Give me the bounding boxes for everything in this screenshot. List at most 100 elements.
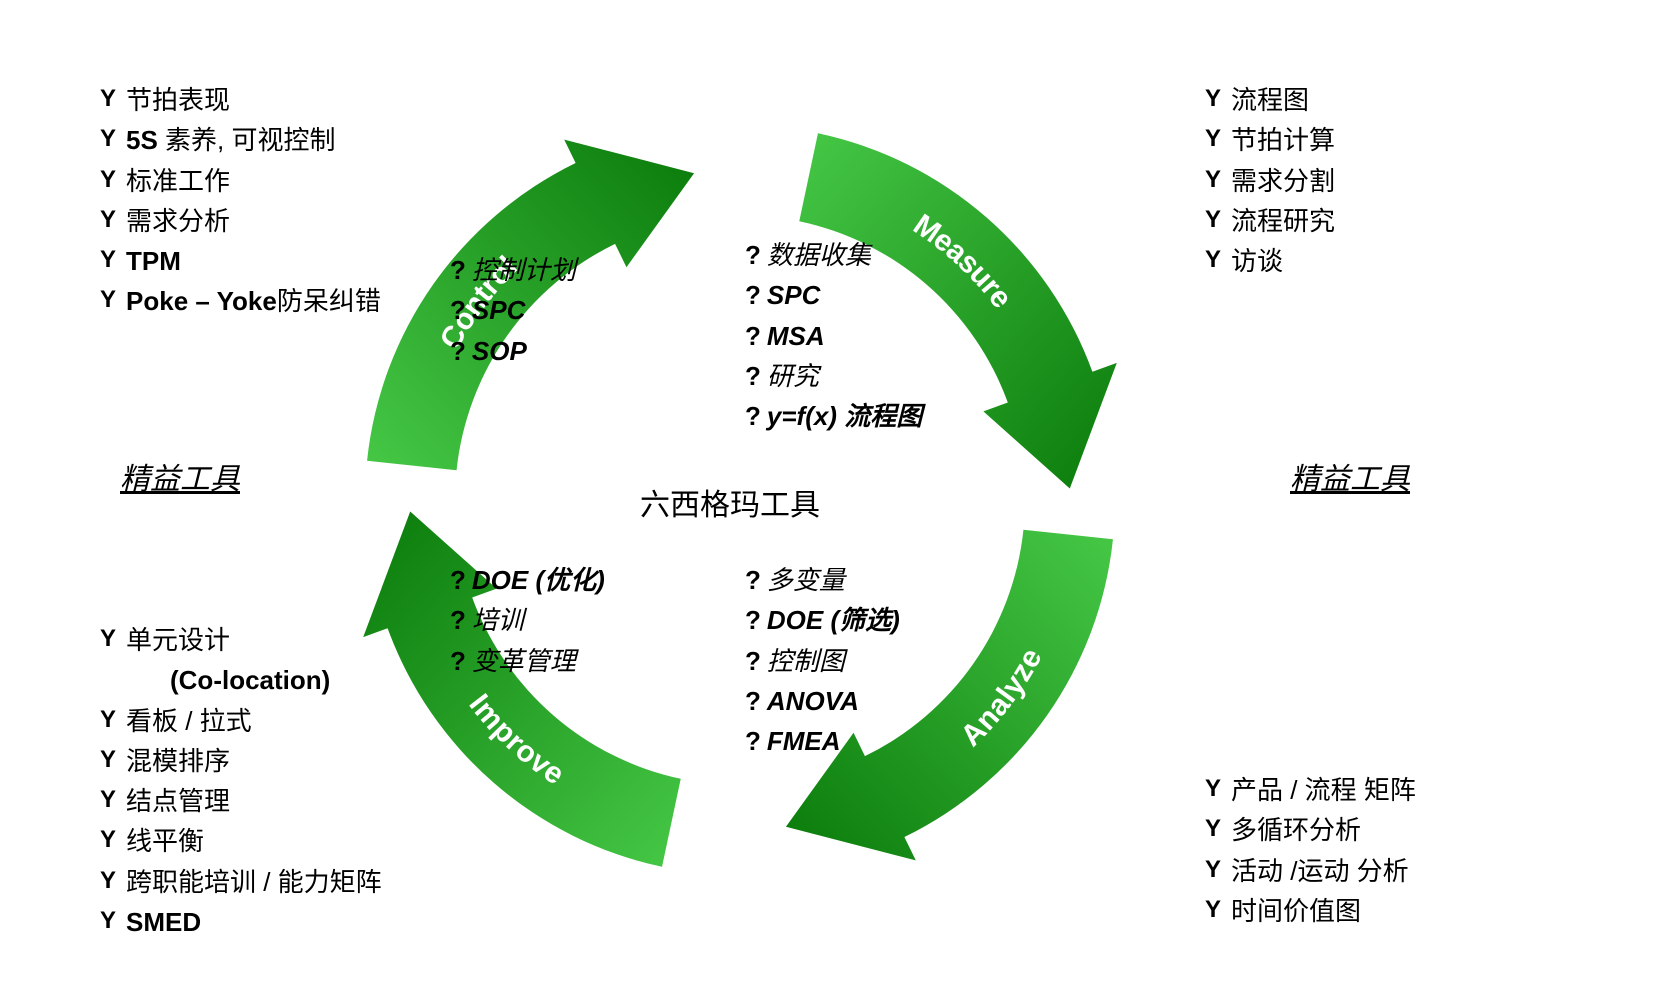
list-item: Y 单元设计	[100, 620, 382, 660]
list-item-label: 需求分析	[126, 201, 230, 241]
sixsigma-list-measure: ?数据收集?SPC?MSA?研究?y=f(x) 流程图	[745, 235, 922, 436]
list-item: Y 混模排序	[100, 741, 382, 781]
list-item-label: 数据收集	[767, 235, 871, 275]
antenna-icon: Y	[1205, 120, 1221, 158]
question-icon: ?	[745, 681, 761, 721]
list-item-label: DOE (优化)	[472, 560, 605, 600]
list-item: Y 标准工作	[100, 161, 381, 201]
antenna-icon: Y	[1205, 891, 1221, 929]
list-item: ?SPC	[745, 275, 922, 315]
list-item: Y节拍计算	[1205, 120, 1335, 160]
list-item-label: 多循环分析	[1231, 810, 1361, 850]
list-item: Y 跨职能培训 / 能力矩阵	[100, 862, 382, 902]
list-item-label: DOE (筛选)	[767, 600, 900, 640]
list-item-label: 节拍表现	[126, 80, 230, 120]
antenna-icon: Y	[1205, 241, 1221, 279]
lean-list-analyze: Y产品 / 流程 矩阵Y多循环分析Y活动 /运动 分析Y时间价值图	[1205, 770, 1416, 931]
antenna-icon: Y	[100, 281, 116, 319]
antenna-icon: Y	[1205, 80, 1221, 118]
list-item: Y 节拍表现	[100, 80, 381, 120]
antenna-icon: Y	[100, 120, 116, 158]
antenna-icon: Y	[100, 241, 116, 279]
list-item-label: 跨职能培训 / 能力矩阵	[126, 862, 382, 902]
list-item-label: SMED	[126, 902, 201, 942]
center-title: 六西格玛工具	[640, 480, 820, 524]
list-item: ?多变量	[745, 560, 900, 600]
list-item: Y 结点管理	[100, 781, 382, 821]
question-icon: ?	[450, 641, 466, 681]
list-item-label: SPC	[767, 275, 820, 315]
sixsigma-list-improve: ?DOE (优化)?培训?变革管理	[450, 560, 605, 681]
antenna-icon: Y	[1205, 201, 1221, 239]
antenna-icon: Y	[100, 701, 116, 739]
list-item-label: 看板 / 拉式	[126, 701, 252, 741]
list-item: ?变革管理	[450, 641, 605, 681]
sixsigma-list-control: ?控制计划?SPC?SOP	[450, 250, 576, 371]
list-item: Y 流程研究	[1205, 201, 1335, 241]
list-item-label: 5S 素养, 可视控制	[126, 120, 335, 160]
list-item: ?数据收集	[745, 235, 922, 275]
list-item: Y时间价值图	[1205, 891, 1416, 931]
list-item-label: 混模排序	[126, 741, 230, 781]
list-item-label: 标准工作	[126, 161, 230, 201]
lean-title-left: 精益工具	[120, 454, 240, 498]
list-item: ?FMEA	[745, 721, 900, 761]
list-item-label: 流程图	[1231, 80, 1309, 120]
antenna-icon: Y	[100, 902, 116, 940]
list-item-label: 流程研究	[1231, 201, 1335, 241]
antenna-icon: Y	[1205, 810, 1221, 848]
list-item: ?SPC	[450, 290, 576, 330]
question-icon: ?	[450, 560, 466, 600]
list-item-label: Poke – Yoke防呆纠错	[126, 281, 381, 321]
list-item: ?控制图	[745, 641, 900, 681]
list-item-label: (Co-location)	[170, 660, 330, 700]
list-item: ?MSA	[745, 316, 922, 356]
list-item: Y 看板 / 拉式	[100, 701, 382, 741]
list-item: Y访谈	[1205, 241, 1335, 281]
list-item: Y 流程图	[1205, 80, 1335, 120]
question-icon: ?	[745, 600, 761, 640]
list-item-label: SPC	[472, 290, 525, 330]
list-item: Y 5S 素养, 可视控制	[100, 120, 381, 160]
question-icon: ?	[450, 331, 466, 371]
antenna-icon: Y	[100, 620, 116, 658]
list-item: Y活动 /运动 分析	[1205, 851, 1416, 891]
list-item: Y SMED	[100, 902, 382, 942]
list-item: ?DOE (筛选)	[745, 600, 900, 640]
list-item-label: 控制计划	[472, 250, 576, 290]
question-icon: ?	[450, 600, 466, 640]
list-item-label: 研究	[767, 356, 819, 396]
lean-list-control: Y节拍表现Y5S 素养, 可视控制Y标准工作Y需求分析YTPMYPoke – Y…	[100, 80, 381, 322]
list-item-label: 活动 /运动 分析	[1231, 851, 1409, 891]
list-item: ?DOE (优化)	[450, 560, 605, 600]
list-item: ?ANOVA	[745, 681, 900, 721]
antenna-icon: Y	[100, 161, 116, 199]
list-item-label: SOP	[472, 331, 527, 371]
list-item: ?y=f(x) 流程图	[745, 396, 922, 436]
question-icon: ?	[745, 721, 761, 761]
list-item-label: 需求分割	[1231, 161, 1335, 201]
antenna-icon: Y	[100, 862, 116, 900]
list-item-label: MSA	[767, 316, 825, 356]
diagram-canvas: Control Measure Analyze Improve 精益工具 精益工…	[0, 0, 1666, 1000]
antenna-icon: Y	[1205, 770, 1221, 808]
antenna-icon: Y	[100, 821, 116, 859]
antenna-icon: Y	[100, 741, 116, 779]
list-item-label: 线平衡	[126, 821, 204, 861]
antenna-icon: Y	[100, 80, 116, 118]
list-item-label: 单元设计	[126, 620, 230, 660]
list-item-label: 多变量	[767, 560, 845, 600]
list-item: ?SOP	[450, 331, 576, 371]
lean-title-right: 精益工具	[1290, 454, 1410, 498]
list-item: Y产品 / 流程 矩阵	[1205, 770, 1416, 810]
list-item-label: 结点管理	[126, 781, 230, 821]
list-item-label: ANOVA	[767, 681, 859, 721]
list-item: ?控制计划	[450, 250, 576, 290]
antenna-icon: Y	[1205, 161, 1221, 199]
list-item-label: FMEA	[767, 721, 841, 761]
question-icon: ?	[745, 356, 761, 396]
list-item: Y 线平衡	[100, 821, 382, 861]
list-item: YTPM	[100, 241, 381, 281]
antenna-icon: Y	[100, 781, 116, 819]
list-item: ?培训	[450, 600, 605, 640]
